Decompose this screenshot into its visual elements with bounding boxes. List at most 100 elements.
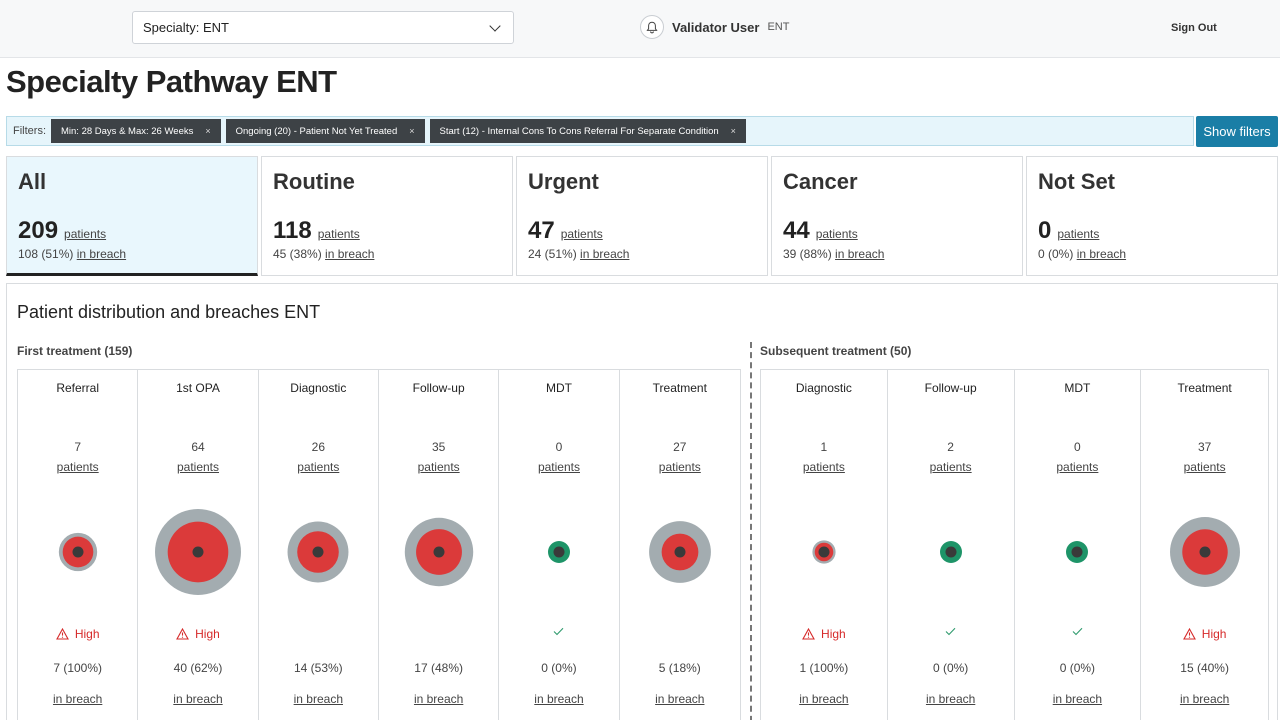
in-breach-link[interactable]: in breach [52,692,103,706]
in-breach-link[interactable]: in breach [1076,247,1127,261]
patients-link[interactable]: patients [176,460,219,474]
stage-breach-value: 7 (100%) [53,661,103,675]
filters-bar: Filters: Min: 28 Days & Max: 26 Weeks × … [6,116,1194,146]
in-breach-link[interactable]: in breach [173,692,223,706]
stage-status-high: High [1141,627,1268,641]
stage-breach-circle [154,509,241,595]
core-dot [1071,546,1083,558]
patients-link[interactable]: patients [56,460,99,474]
core-dot [1199,546,1211,558]
in-breach-link[interactable]: in breach [835,247,885,261]
in-breach-link[interactable]: in breach [1052,692,1103,706]
core-dot [945,546,957,558]
stage-breach-circle [1066,541,1089,563]
stage-column: Treatment 37 patients 15 (40%) in breach High [1141,370,1268,720]
filter-chip-label: Ongoing (20) - Patient Not Yet Treated [235,125,398,137]
core-dot [72,546,84,558]
patients-link[interactable]: patients [537,460,580,474]
distribution-title: Patient distribution and breaches ENT [17,302,321,322]
in-breach-link[interactable]: in breach [925,692,976,706]
filter-chip[interactable]: Ongoing (20) - Patient Not Yet Treated × [225,119,425,143]
card-urgent[interactable]: Urgent 47 patients 24 (51%) in breach [516,156,768,276]
patients-link[interactable]: patients [417,460,460,474]
stage-status-high: High [761,627,887,641]
card-count: 0 [1038,217,1052,244]
core-dot [553,546,565,558]
patients-link[interactable]: patients [560,227,603,241]
distribution-panel: Patient distribution and breaches ENT Fi… [6,283,1278,720]
card-count: 118 [273,217,312,244]
card-title: All [18,169,47,194]
card-title: Urgent [528,169,599,194]
card-cancer[interactable]: Cancer 44 patients 39 (88%) in breach [771,156,1023,276]
in-breach-link[interactable]: in breach [580,247,630,261]
check-icon [945,627,956,636]
in-breach-link[interactable]: in breach [293,692,343,706]
stage-status-label: High [821,627,846,641]
card-title: Not Set [1038,169,1115,194]
patients-link[interactable]: patients [815,227,858,241]
in-breach-link[interactable]: in breach [1179,692,1230,706]
filter-chip-label: Start (12) - Internal Cons To Cons Refer… [439,125,719,137]
stage-status-ok [888,627,1014,636]
stage-name: Diagnostic [795,381,852,395]
stage-column: Follow-up 35 patients 17 (48%) in breach [379,370,500,720]
check-icon [1072,627,1083,636]
patients-link[interactable]: patients [1057,227,1100,241]
stage-name: MDT [545,381,572,395]
page-title: Specialty Pathway ENT [6,64,337,99]
in-breach-link[interactable]: in breach [655,692,705,706]
section-divider [750,342,752,720]
stage-column: Diagnostic 1 patients 1 (100%) in breach High [761,370,888,720]
stage-name: 1st OPA [176,381,220,395]
card-breach-value: 45 (38%) [273,247,322,261]
specialty-select[interactable]: Specialty: ENT [132,11,514,44]
filter-chip[interactable]: Start (12) - Internal Cons To Cons Refer… [429,119,746,143]
patients-link[interactable]: patients [1056,460,1099,474]
patients-link[interactable]: patients [929,460,972,474]
patients-link[interactable]: patients [1183,460,1226,474]
show-filters-button[interactable]: Show filters [1196,116,1278,147]
patients-link[interactable]: patients [64,227,107,241]
card-routine[interactable]: Routine 118 patients 45 (38%) in breach [261,156,513,276]
stage-name: Diagnostic [290,381,347,395]
core-dot [818,546,830,558]
stage-breach-value: 1 (100%) [799,661,849,675]
card-title: Cancer [783,169,858,194]
patients-link[interactable]: patients [317,227,360,241]
stage-count: 0 [555,440,563,454]
card-title: Routine [273,169,355,194]
bell-icon[interactable] [640,15,664,39]
user-info: Validator User ENT [640,15,789,39]
stage-status-label: High [74,627,100,641]
subsequent-treatment-stages: Diagnostic 1 patients 1 (100%) in breach High… [760,369,1269,720]
sign-out-link[interactable]: Sign Out [1171,22,1217,34]
patients-link[interactable]: patients [802,460,845,474]
stage-breach-circle [939,541,962,563]
filter-chip[interactable]: Min: 28 Days & Max: 26 Weeks × [51,119,221,143]
check-icon [554,627,564,636]
stage-breach-value: 17 (48%) [414,661,463,675]
close-icon[interactable]: × [205,126,211,136]
warning-icon [55,628,69,640]
in-breach-link[interactable]: in breach [534,692,584,706]
stage-name: Treatment [1177,381,1232,395]
stage-column: Referral 7 patients 7 (100%) in breach High [18,370,139,720]
stage-count: 0 [1074,440,1081,454]
filter-chip-label: Min: 28 Days & Max: 26 Weeks [61,125,194,137]
patients-link[interactable]: patients [297,460,340,474]
card-breach-value: 24 (51%) [528,247,577,261]
card-all[interactable]: All 209 patients 108 (51%) in breach [6,156,258,276]
close-icon[interactable]: × [730,126,736,136]
in-breach-link[interactable]: in breach [76,247,127,261]
patients-link[interactable]: patients [658,460,701,474]
category-cards: All 209 patients 108 (51%) in breach Rout… [6,156,1278,276]
card-not-set[interactable]: Not Set 0 patients 0 (0%) in breach [1026,156,1278,276]
subsequent-treatment-label: Subsequent treatment (50) [760,344,912,358]
in-breach-link[interactable]: in breach [413,692,464,706]
warning-icon [176,628,190,640]
in-breach-link[interactable]: in breach [799,692,849,706]
in-breach-link[interactable]: in breach [325,247,375,261]
card-count: 44 [783,217,810,244]
close-icon[interactable]: × [409,126,415,136]
